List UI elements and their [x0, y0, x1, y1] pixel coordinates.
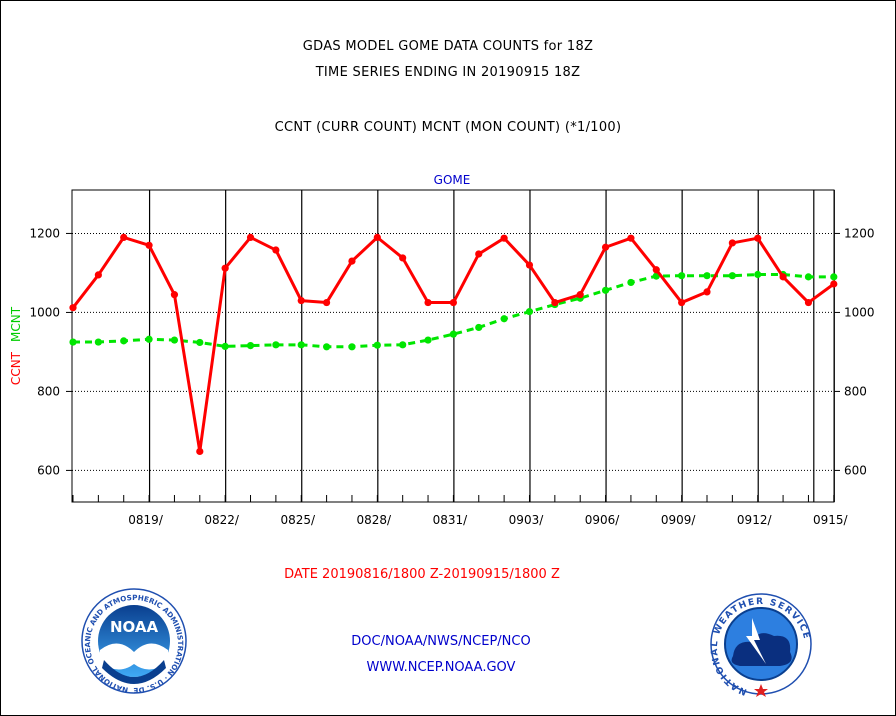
data-point-ccnt — [297, 296, 305, 305]
data-point-mcnt — [703, 272, 711, 280]
plot-frame — [71, 189, 835, 503]
y-axis-label: CCNT MCNT — [9, 306, 23, 385]
data-point-ccnt — [830, 280, 838, 288]
noaa-ring-text: NATIONAL OCEANIC AND ATMOSPHERIC ADMINIS… — [0, 0, 185, 695]
y-tick-label-left-600: 600 — [37, 463, 60, 477]
svg-text:CCNTMCNT: CCNT MCNT — [9, 306, 23, 385]
y-tick-label-right-800: 800 — [844, 384, 867, 398]
data-point-ccnt — [348, 257, 356, 265]
data-point-mcnt — [449, 330, 457, 338]
x-tick-label: 0828/ — [357, 513, 393, 527]
data-point-mcnt — [601, 286, 610, 294]
y-tick-label-right-600: 600 — [844, 463, 867, 477]
data-point-mcnt — [272, 341, 280, 349]
data-point-ccnt — [627, 234, 635, 242]
data-point-ccnt — [145, 241, 153, 249]
data-point-ccnt — [601, 243, 610, 251]
data-point-ccnt — [424, 298, 432, 307]
x-minor-ticks — [72, 495, 835, 502]
data-point-mcnt — [170, 336, 179, 344]
data-point-ccnt — [399, 254, 407, 262]
chart-title-line2: TIME SERIES ENDING IN 20190915 18Z — [315, 65, 581, 80]
data-point-ccnt — [703, 288, 711, 296]
y-axis-left-labels: 600 800 1000 1200 — [29, 226, 60, 477]
data-point-mcnt — [728, 272, 736, 280]
data-point-ccnt — [373, 233, 381, 241]
x-axis-labels: 0819/0822/0825/0828/0831/0903/0906/0909/… — [128, 513, 848, 527]
data-point-mcnt — [297, 341, 305, 349]
y-axis-right-labels: 600 800 1000 1200 — [844, 226, 875, 477]
horizontal-gridlines — [66, 232, 840, 471]
data-point-mcnt — [323, 343, 331, 351]
data-point-mcnt — [348, 343, 356, 351]
y-label-mcnt: MCNT — [9, 306, 23, 342]
x-tick-label: 0831/ — [433, 513, 469, 527]
nws-logo: NATIONAL WEATHER SERVICE — [710, 593, 812, 697]
y-tick-label-left-800: 800 — [37, 384, 60, 398]
x-tick-label: 0822/ — [204, 513, 240, 527]
data-point-mcnt — [196, 338, 204, 347]
data-point-mcnt — [500, 315, 508, 323]
data-point-mcnt — [246, 342, 255, 350]
data-point-mcnt — [120, 337, 128, 345]
data-point-ccnt — [120, 233, 128, 241]
data-point-mcnt — [424, 336, 432, 344]
data-point-mcnt — [525, 308, 534, 316]
x-tick-label: 0912/ — [737, 513, 773, 527]
data-point-ccnt — [272, 246, 280, 254]
data-point-ccnt — [475, 250, 483, 258]
data-point-ccnt — [576, 291, 584, 299]
y-tick-label-left-1200: 1200 — [29, 226, 60, 240]
data-point-mcnt — [804, 273, 813, 281]
data-point-mcnt — [69, 338, 77, 346]
data-point-ccnt — [652, 266, 660, 274]
x-tick-label: 0903/ — [509, 513, 545, 527]
y-tick-label-right-1200: 1200 — [844, 226, 875, 240]
x-tick-label: 0819/ — [128, 513, 164, 527]
x-tick-label: 0825/ — [280, 513, 316, 527]
data-point-ccnt — [94, 271, 102, 279]
noaa-logo-text: NOAA — [110, 618, 159, 636]
data-point-mcnt — [399, 341, 407, 349]
date-range-label: DATE 20190816/1800 Z-20190915/1800 Z — [284, 567, 560, 582]
data-point-ccnt — [678, 298, 686, 307]
data-point-mcnt — [627, 278, 635, 287]
data-point-mcnt — [754, 270, 762, 279]
data-point-mcnt — [475, 323, 483, 332]
data-point-mcnt — [94, 338, 102, 346]
website-link[interactable]: WWW.NCEP.NOAA.GOV — [367, 660, 516, 675]
y-tick-label-left-1000: 1000 — [29, 305, 60, 319]
agency-line: DOC/NOAA/NWS/NCEP/NCO — [351, 634, 530, 649]
data-point-ccnt — [170, 291, 179, 299]
data-point-mcnt — [678, 272, 686, 280]
data-point-mcnt — [373, 341, 381, 349]
panel-title: GOME — [434, 173, 471, 187]
chart-subtitle: CCNT (CURR COUNT) MCNT (MON COUNT) (*1/1… — [274, 120, 622, 135]
data-point-ccnt — [449, 298, 457, 307]
x-tick-label: 0915/ — [813, 513, 849, 527]
data-point-ccnt — [804, 298, 813, 307]
data-point-ccnt — [728, 239, 736, 247]
series-ccnt — [69, 233, 838, 456]
data-point-ccnt — [323, 298, 331, 307]
data-point-ccnt — [221, 264, 229, 272]
data-point-mcnt — [221, 342, 229, 350]
noaa-logo: NATIONAL OCEANIC AND ATMOSPHERIC ADMINIS… — [0, 0, 187, 695]
data-point-ccnt — [754, 234, 762, 242]
data-point-mcnt — [145, 335, 153, 343]
data-point-ccnt — [500, 234, 508, 242]
data-point-ccnt — [779, 273, 787, 281]
data-point-ccnt — [69, 304, 77, 312]
y-tick-label-right-1000: 1000 — [844, 305, 875, 319]
data-point-ccnt — [525, 261, 534, 269]
data-point-ccnt — [196, 447, 204, 456]
y-label-ccnt: CCNT — [9, 351, 23, 385]
chart-title-line1: GDAS MODEL GOME DATA COUNTS for 18Z — [302, 39, 594, 54]
data-point-ccnt — [246, 233, 255, 241]
x-tick-label: 0906/ — [585, 513, 621, 527]
data-point-mcnt — [830, 273, 838, 281]
data-point-ccnt — [551, 298, 559, 307]
x-tick-label: 0909/ — [661, 513, 697, 527]
